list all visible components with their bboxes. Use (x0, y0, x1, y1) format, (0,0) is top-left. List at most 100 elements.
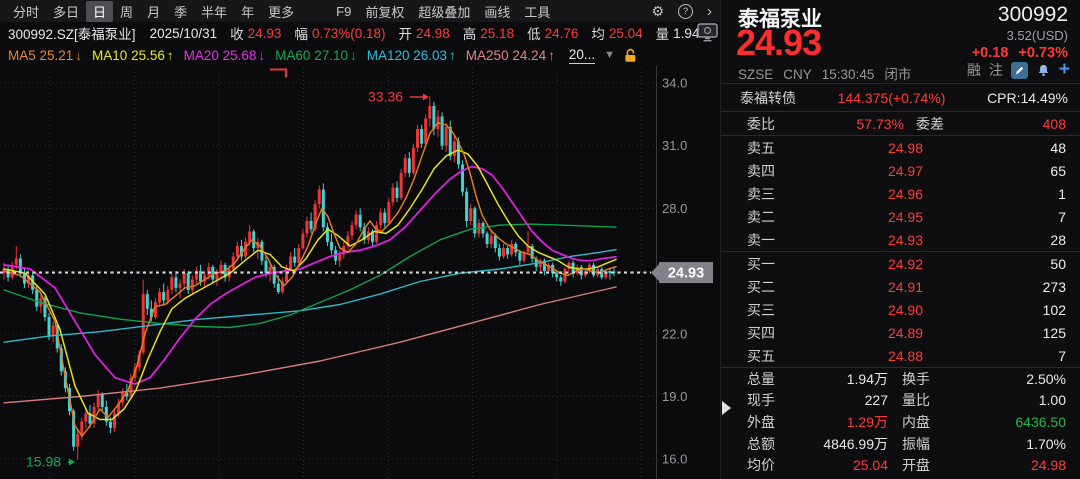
usd-price: 3.52(USD) (1006, 28, 1068, 43)
field-label: 量 (655, 27, 670, 42)
unlock-icon[interactable] (624, 48, 637, 63)
stat-value: 1.29万 (846, 413, 888, 430)
svg-text:33.36: 33.36 (368, 89, 403, 105)
ask-price: 24.95 (887, 208, 923, 225)
btn-draw-line[interactable]: 画线 (484, 4, 511, 20)
tab-minute[interactable]: 分时 (13, 4, 40, 20)
candlestick-chart-area[interactable]: 34.0 31.0 28.0 22.0 19.0 16.0 24.93 33.36 15.98 (0, 66, 720, 479)
field-value: 25.04 (608, 25, 643, 41)
ask-level-label: 卖一 (747, 231, 775, 248)
last-price: 24.93 (736, 22, 822, 63)
candlestick-chart: 34.0 31.0 28.0 22.0 19.0 16.0 24.93 33.36 15.98 (0, 66, 713, 479)
stat-label: 总量 (747, 370, 775, 387)
toolbar-items: 分时 多日日周月季半年年更多 F9 前复权 超级叠加 画线 工具 (6, 0, 557, 22)
tab-month[interactable]: 月 (147, 4, 161, 20)
bid-price: 24.88 (887, 347, 923, 364)
field-value: 24.93 (247, 25, 282, 41)
bid-level-label: 买二 (747, 278, 775, 295)
btn-forward-adjust[interactable]: 前复权 (365, 4, 405, 20)
btn-super-overlay[interactable]: 超级叠加 (418, 4, 471, 20)
convertible-bond-row[interactable]: 泰福转债 144.375(+0.74%) CPR:14.49% (721, 84, 1080, 112)
ask-row[interactable]: 卖三 24.96 1 (721, 182, 1080, 205)
ask-volume: 65 (1050, 162, 1066, 179)
bid-row[interactable]: 买四 24.89 125 (721, 321, 1080, 344)
ma-items: MA5 25.21 ↓ MA10 25.56 ↑ MA20 25.68 ↓ MA60 27.… (8, 48, 565, 63)
ask-level-label: 卖三 (747, 185, 775, 202)
bid-row[interactable]: 买一 24.92 50 (721, 252, 1080, 275)
tab-more[interactable]: 更多 (268, 4, 295, 20)
chevron-right-icon[interactable]: › (707, 2, 712, 20)
quote-panel: 泰福泵业 300992 24.93 3.52(USD) +0.18 +0.73% … (720, 0, 1080, 479)
ask-book: 卖五 24.98 48 卖四 24.97 65 卖三 24.96 1 卖二 24.95 7 卖一 24.9… (721, 136, 1080, 252)
svg-text:16.0: 16.0 (662, 452, 687, 467)
ask-row[interactable]: 卖二 24.95 7 (721, 205, 1080, 228)
market-status: 闭市 (884, 67, 912, 82)
stat-value: 24.98 (1030, 457, 1066, 474)
svg-text:22.0: 22.0 (662, 326, 687, 341)
note-tag: 注 (988, 62, 1003, 78)
ask-level-label: 卖四 (747, 162, 775, 179)
bid-price: 24.92 (887, 255, 923, 272)
ask-row[interactable]: 卖四 24.97 65 (721, 159, 1080, 182)
ask-price: 24.97 (887, 162, 923, 179)
gear-icon[interactable]: ⚙ (651, 2, 664, 19)
panel-expander-arrow[interactable] (722, 401, 731, 415)
trend-arrow-icon: ↓ (258, 47, 266, 63)
ma-period-link[interactable]: 20... (568, 46, 596, 64)
toolbar-icons: ⚙ ? › (651, 3, 712, 20)
btn-f9[interactable]: F9 (336, 3, 352, 19)
weicha-value: 408 (1042, 115, 1066, 132)
field-value: 24.98 (415, 25, 450, 41)
ask-row[interactable]: 卖五 24.98 48 (721, 136, 1080, 159)
stat-value: 1.00 (1038, 392, 1066, 409)
monitor-icon[interactable] (697, 23, 718, 45)
ask-volume: 28 (1050, 231, 1066, 248)
ma250-value: MA250 24.24 ↑ (465, 47, 555, 63)
bell-icon[interactable] (1036, 63, 1051, 77)
bond-name: 泰福转债 (740, 89, 796, 106)
weibi-label: 委比 (747, 115, 775, 132)
bid-volume: 273 (1042, 278, 1066, 295)
tab-year[interactable]: 年 (241, 4, 255, 20)
stat-label: 现手 (747, 392, 775, 409)
header-tags: 融 注 + (967, 60, 1070, 80)
trend-arrow-icon: ↑ (548, 47, 555, 63)
quote-info-row: 300992.SZ[泰福泵业] 2025/10/31 收 24.93 幅 0.73%(… (0, 22, 720, 44)
dropdown-triangle-icon[interactable]: ▼ (604, 49, 616, 61)
field-value: 1.94 (673, 25, 700, 41)
ask-volume: 1 (1058, 185, 1066, 202)
help-icon[interactable]: ? (678, 3, 693, 19)
tab-halfyear[interactable]: 半年 (201, 4, 228, 20)
bid-volume: 50 (1050, 255, 1066, 272)
ask-price: 24.93 (887, 231, 923, 248)
edit-pencil-icon[interactable] (1010, 61, 1028, 79)
tab-multiday[interactable]: 多日 (53, 4, 80, 20)
stat-label: 内盘 (902, 413, 930, 430)
btn-tools[interactable]: 工具 (524, 4, 551, 20)
trend-arrow-icon: ↑ (449, 47, 456, 63)
bid-row[interactable]: 买五 24.88 7 (721, 344, 1080, 367)
bid-row[interactable]: 买二 24.91 273 (721, 275, 1080, 298)
period-toolbar: 分时 多日日周月季半年年更多 F9 前复权 超级叠加 画线 工具 ⚙ ? › (0, 0, 720, 22)
tab-daily[interactable]: 日 (86, 0, 114, 22)
change-value: +0.18 (971, 45, 1009, 61)
bid-row[interactable]: 买三 24.90 102 (721, 298, 1080, 321)
stat-label: 均价 (747, 457, 775, 474)
ask-row[interactable]: 卖一 24.93 28 (721, 228, 1080, 251)
tab-quarter[interactable]: 季 (174, 4, 188, 20)
field-label: 收 (230, 27, 244, 42)
stat-value: 4846.99万 (823, 435, 888, 452)
add-icon[interactable]: + (1058, 58, 1070, 80)
quote-time: 15:30:45 (821, 67, 875, 82)
bid-level-label: 买四 (747, 324, 775, 341)
field-label: 开 (398, 27, 412, 42)
ma20-value: MA20 25.68 ↓ (183, 47, 266, 63)
ma-indicator-row: MA5 25.21 ↓ MA10 25.56 ↑ MA20 25.68 ↓ MA60 27.… (0, 44, 720, 66)
bid-price: 24.89 (887, 324, 923, 341)
tab-week[interactable]: 周 (120, 4, 134, 20)
stat-label: 量比 (902, 392, 930, 409)
bid-volume: 7 (1058, 347, 1066, 364)
ask-price: 24.96 (887, 185, 923, 202)
symbol-label: 300992.SZ[泰福泵业] (8, 27, 136, 42)
